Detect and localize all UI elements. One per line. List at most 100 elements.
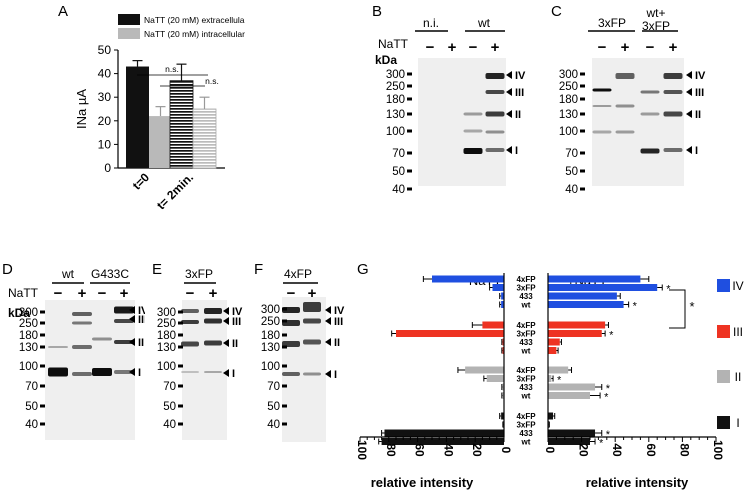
panel-b-marker-tick-1 xyxy=(407,84,412,88)
y-tick-label-2: 20 xyxy=(98,114,112,128)
panel-d-band-1-1 xyxy=(72,321,92,325)
g-legend-swatch-1 xyxy=(717,325,730,338)
panel-e-band-label-0: IV xyxy=(232,306,243,318)
g-bar-plus-2-3 xyxy=(548,392,590,399)
panel-d-band-1-3 xyxy=(72,372,92,376)
panel-c-band-1-0 xyxy=(615,73,635,79)
g-bar-minus-3-2 xyxy=(384,429,504,437)
g-cat-label-3-3: wt xyxy=(521,438,531,447)
panel-e-band-arrow-3 xyxy=(223,369,229,377)
panel-c-marker-label-2: 180 xyxy=(559,94,578,106)
g-cat-label-2-1: 3xFP xyxy=(516,375,536,384)
panel-e-marker-label-1: 250 xyxy=(157,318,176,330)
g-bar-minus-0-3 xyxy=(501,301,504,308)
y-axis-label: INa µA xyxy=(74,89,89,129)
panel-c-lane-sign-3: + xyxy=(669,39,678,56)
panel-d-band-arrow-0 xyxy=(129,306,135,314)
panel-f-band-label-0: IV xyxy=(334,305,345,317)
panel-d-band-2-0 xyxy=(92,368,112,376)
panel-d-marker-tick-4 xyxy=(40,364,45,368)
panel-e-band-0-1 xyxy=(181,320,199,324)
panel-f-band-1-1 xyxy=(303,318,321,324)
g-tick-label-left-0: 0 xyxy=(499,447,513,454)
panel-e: E 3xFP − +300 250 180 130 100 70 50 40 IV III II I xyxy=(150,255,260,455)
panel-c-lane-sign-2: − xyxy=(646,39,655,56)
panel-c-marker-tick-1 xyxy=(580,84,585,88)
g-bar-minus-2-2 xyxy=(502,383,504,391)
panel-d-band-arrow-3 xyxy=(129,368,135,376)
panel-f-band-arrow-0 xyxy=(325,306,331,314)
panel-d-group-label-0: wt xyxy=(61,267,75,281)
g-bar-minus-1-3 xyxy=(502,347,504,354)
panel-c-marker-label-7: 40 xyxy=(565,184,578,196)
panel-c-band-label-3: I xyxy=(695,145,698,157)
panel-c-lane-sign-0: − xyxy=(598,39,607,56)
panel-f: F 4xFP − +300 250 180 130 100 70 50 40 IV III II I xyxy=(252,255,357,455)
bar-1-1 xyxy=(192,108,217,169)
panel-d-kda-label: kDa xyxy=(8,306,30,320)
panel-f-marker-label-0: 300 xyxy=(261,304,280,316)
panel-e-marker-tick-1 xyxy=(178,321,183,325)
g-star-3-3: * xyxy=(599,438,604,450)
panel-b-marker-label-6: 50 xyxy=(392,166,405,178)
panel-d-marker-label-3: 130 xyxy=(19,342,38,354)
panel-d-marker-tick-1 xyxy=(40,321,45,325)
panel-c-marker-tick-0 xyxy=(580,72,585,76)
panel-f-marker-label-1: 250 xyxy=(261,316,280,328)
y-tick-label-3: 30 xyxy=(98,90,112,104)
panel-f-marker-tick-7 xyxy=(282,422,287,426)
panel-e-band-label-1: III xyxy=(232,316,241,328)
panel-e-marker-label-5: 70 xyxy=(163,381,176,393)
panel-b-lane-sign-3: + xyxy=(491,39,500,56)
panel-b-kda-label: kDa xyxy=(375,53,397,67)
panel-b: B n.i. wt NaTT − + − + kDa 300 250 180 130 100 70 50 40… xyxy=(360,0,535,200)
g-cat-label-2-0: 4xFP xyxy=(516,366,536,375)
panel-d-natt-label: NaTT xyxy=(8,286,39,300)
panel-c-group-label-0: 3xFP xyxy=(598,16,626,30)
panel-d-band-label-1: III xyxy=(138,314,145,326)
panel-c-band-arrow-1 xyxy=(686,88,692,96)
g-tick-label-right-3: 60 xyxy=(644,443,658,457)
panel-f-marker-label-3: 130 xyxy=(261,342,280,354)
panel-e-marker-label-7: 40 xyxy=(163,419,176,431)
ns-label-0: n.s. xyxy=(165,64,179,74)
panel-e-lane-sign-0: − xyxy=(186,285,195,302)
panel-c-band-0-0 xyxy=(592,88,612,92)
panel-e-band-0-0 xyxy=(181,309,199,313)
panel-c-marker-label-6: 50 xyxy=(565,166,578,178)
panel-d-marker-tick-0 xyxy=(40,310,45,314)
panel-d-marker-label-7: 40 xyxy=(25,419,38,431)
g-tick-label-right-4: 80 xyxy=(677,443,691,457)
panel-label-d: D xyxy=(2,261,13,278)
g-bar-plus-0-1 xyxy=(548,284,658,291)
panel-f-band-arrow-1 xyxy=(325,317,331,325)
panel-b-band-arrow-1 xyxy=(506,88,512,96)
g-bar-minus-1-1 xyxy=(396,330,504,337)
panel-c-marker-tick-4 xyxy=(580,129,585,133)
panel-f-lane-sign-1: + xyxy=(308,285,317,302)
g-bar-plus-1-2 xyxy=(548,338,560,346)
g-star-2-1: * xyxy=(557,375,562,387)
panel-b-band-3-3 xyxy=(485,130,505,134)
panel-b-marker-tick-5 xyxy=(407,151,412,155)
panel-b-band-label-1: III xyxy=(515,87,524,99)
panel-d-band-3-0 xyxy=(114,306,134,314)
panel-c-marker-tick-5 xyxy=(580,151,585,155)
g-bar-plus-0-2 xyxy=(548,292,617,300)
g-legend-label-2: II xyxy=(735,370,742,384)
g-bar-minus-1-2 xyxy=(502,338,504,346)
g-star-3-2: * xyxy=(606,429,611,441)
panel-d-marker-tick-7 xyxy=(40,422,45,426)
panel-e-band-arrow-2 xyxy=(223,339,229,347)
panel-d-band-1-0 xyxy=(72,312,92,316)
panel-e-lane-sign-1: + xyxy=(209,285,218,302)
g-tick-label-right-0: 0 xyxy=(543,447,557,454)
panel-e-band-0-3 xyxy=(181,371,199,373)
x-tick-label-0: t=0 xyxy=(130,170,153,193)
panel-b-marker-label-0: 300 xyxy=(386,69,405,81)
g-tick-label-right-5: 100 xyxy=(711,440,725,460)
panel-d-lane-sign-0: − xyxy=(54,285,63,302)
panel-g-chart: -NaTT+NaTT4xFP3xFP*433wt*IV4xFP3xFP*433w… xyxy=(355,273,744,490)
